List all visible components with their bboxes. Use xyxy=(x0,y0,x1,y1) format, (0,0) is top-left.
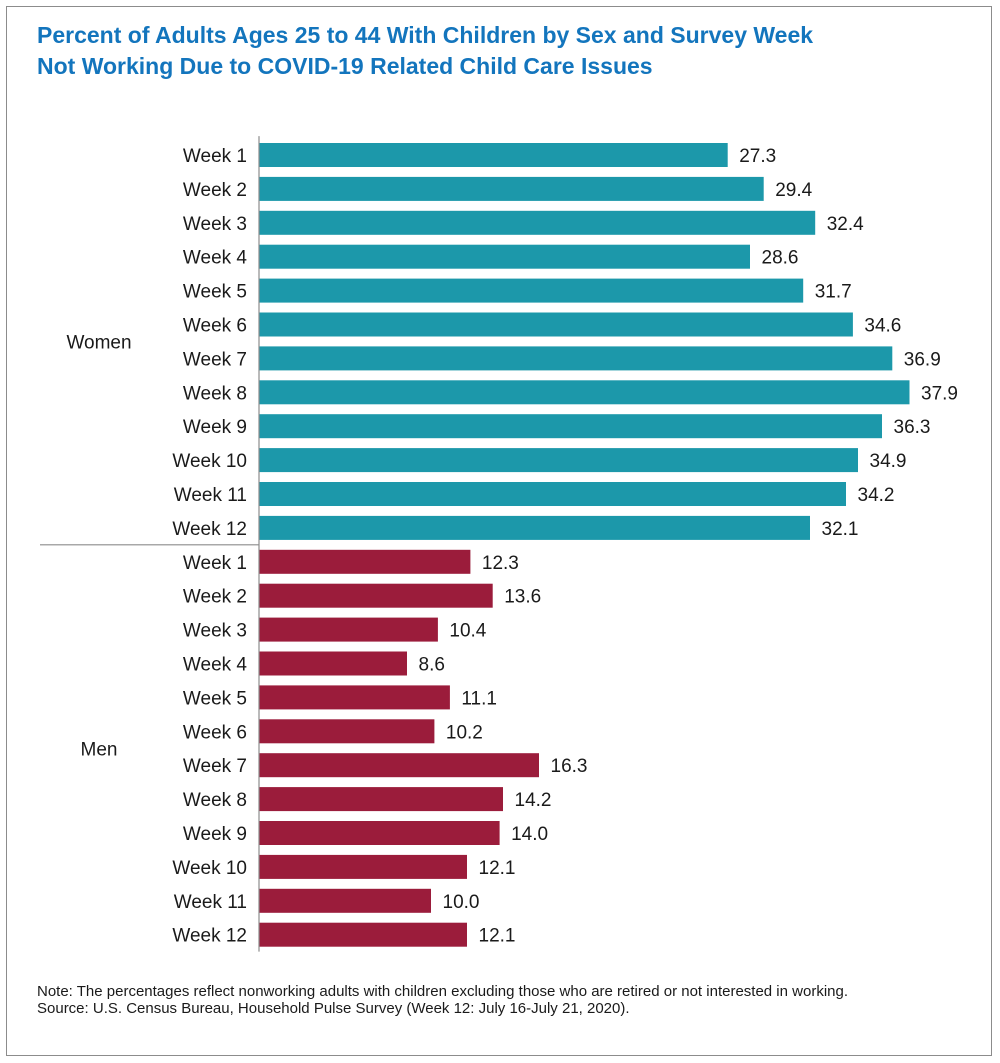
category-label-men-week-8: Week 8 xyxy=(183,790,247,811)
data-label-men-week-5: 11.1 xyxy=(461,688,497,709)
bar-women-week-4 xyxy=(259,244,750,269)
note-text: Note: The percentages reflect nonworking… xyxy=(37,983,849,1000)
data-label-women-week-12: 32.1 xyxy=(822,519,859,540)
bar-women-week-12 xyxy=(259,515,810,540)
data-label-men-week-2: 13.6 xyxy=(504,587,541,608)
data-label-women-week-6: 34.6 xyxy=(864,316,901,337)
bar-women-week-1 xyxy=(259,143,728,167)
data-label-women-week-3: 32.4 xyxy=(827,214,864,235)
category-label-men-week-12: Week 12 xyxy=(172,926,247,947)
data-label-women-week-5: 31.7 xyxy=(815,282,852,303)
category-label-men-week-5: Week 5 xyxy=(183,688,247,709)
category-label-women-week-5: Week 5 xyxy=(183,282,247,303)
category-label-men-week-6: Week 6 xyxy=(183,722,247,743)
data-label-men-week-1: 12.3 xyxy=(482,553,519,574)
data-label-women-week-1: 27.3 xyxy=(739,146,776,167)
bar-women-week-2 xyxy=(259,176,764,201)
category-label-men-week-2: Week 2 xyxy=(183,587,247,608)
source-text: Source: U.S. Census Bureau, Household Pu… xyxy=(37,1000,630,1017)
category-label-women-week-11: Week 11 xyxy=(174,485,247,506)
bar-women-week-11 xyxy=(259,482,846,506)
category-label-women-week-2: Week 2 xyxy=(183,180,247,201)
group-label-women: Women xyxy=(66,332,131,353)
category-label-women-week-6: Week 6 xyxy=(183,316,247,337)
bar-men-week-8 xyxy=(259,787,503,812)
bar-women-week-5 xyxy=(259,278,804,303)
bar-men-week-10 xyxy=(259,854,467,879)
chart-title: Percent of Adults Ages 25 to 44 With Chi… xyxy=(37,20,977,82)
bar-women-week-8 xyxy=(259,380,910,405)
category-label-women-week-4: Week 4 xyxy=(183,248,248,269)
data-label-women-week-8: 37.9 xyxy=(921,383,958,404)
bar-men-week-4 xyxy=(259,651,407,676)
category-label-women-week-9: Week 9 xyxy=(183,417,247,438)
bar-men-week-3 xyxy=(259,617,438,642)
bar-women-week-3 xyxy=(259,210,816,235)
category-label-men-week-10: Week 10 xyxy=(172,858,247,879)
category-label-women-week-3: Week 3 xyxy=(183,214,247,235)
chart-title-line-1: Percent of Adults Ages 25 to 44 With Chi… xyxy=(37,22,814,48)
category-label-women-week-12: Week 12 xyxy=(172,519,247,540)
bar-men-week-9 xyxy=(259,821,500,845)
category-label-men-week-1: Week 1 xyxy=(183,553,247,574)
chart-title-line-2: Not Working Due to COVID-19 Related Chil… xyxy=(37,53,653,79)
bar-men-week-11 xyxy=(259,888,431,913)
category-label-men-week-9: Week 9 xyxy=(183,824,247,845)
data-label-men-week-11: 10.0 xyxy=(443,892,480,913)
bar-men-week-1 xyxy=(259,549,471,574)
bar-men-week-6 xyxy=(259,719,435,744)
category-label-men-week-7: Week 7 xyxy=(183,756,247,777)
data-label-women-week-2: 29.4 xyxy=(775,180,812,201)
category-label-women-week-1: Week 1 xyxy=(183,146,247,167)
category-label-women-week-8: Week 8 xyxy=(183,383,247,404)
data-label-men-week-10: 12.1 xyxy=(479,858,516,879)
bar-women-week-9 xyxy=(259,414,882,439)
bar-women-week-6 xyxy=(259,312,853,337)
data-label-men-week-3: 10.4 xyxy=(449,621,486,642)
category-label-women-week-10: Week 10 xyxy=(172,451,247,472)
data-label-women-week-9: 36.3 xyxy=(894,417,931,438)
bar-men-week-2 xyxy=(259,583,493,608)
category-label-men-week-3: Week 3 xyxy=(183,621,247,642)
chart-footnote: Note: The percentages reflect nonworking… xyxy=(37,983,937,1017)
category-label-men-week-4: Week 4 xyxy=(183,655,248,676)
data-label-men-week-12: 12.1 xyxy=(479,926,516,947)
bar-men-week-7 xyxy=(259,753,539,778)
data-label-men-week-9: 14.0 xyxy=(511,824,548,845)
category-label-women-week-7: Week 7 xyxy=(183,349,247,370)
data-label-women-week-10: 34.9 xyxy=(870,451,907,472)
data-label-women-week-11: 34.2 xyxy=(858,485,895,506)
data-label-women-week-7: 36.9 xyxy=(904,349,941,370)
data-label-men-week-4: 8.6 xyxy=(419,655,445,676)
bar-women-week-7 xyxy=(259,346,893,371)
data-label-men-week-8: 14.2 xyxy=(515,790,552,811)
group-label-men: Men xyxy=(81,739,118,760)
data-label-men-week-7: 16.3 xyxy=(551,756,588,777)
bar-women-week-10 xyxy=(259,448,858,473)
category-label-men-week-11: Week 11 xyxy=(174,892,247,913)
data-label-women-week-4: 28.6 xyxy=(762,248,799,269)
bar-men-week-12 xyxy=(259,922,467,947)
bar-men-week-5 xyxy=(259,685,450,710)
data-label-men-week-6: 10.2 xyxy=(446,722,483,743)
